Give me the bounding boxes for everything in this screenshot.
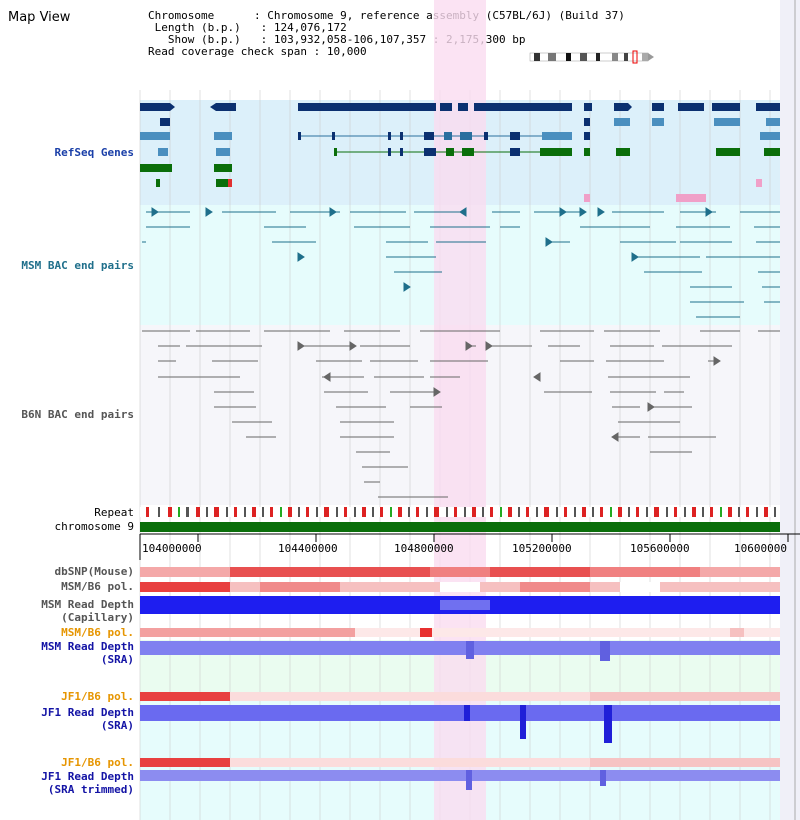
repeat-track[interactable] [140,507,780,517]
msm-depth-capillary-label: MSM Read Depth (Capillary) [41,598,134,624]
page-title: Map View [8,10,71,25]
jf1-b6-pol-2-track[interactable] [140,758,780,767]
msm-depth-sra-track[interactable] [140,641,780,655]
length-key: Length (b.p.) [154,21,261,34]
span-key: Read coverage check span [148,45,314,58]
msm-b6-pol-label: MSM/B6 pol. [61,626,134,639]
jf1-depth-trimmed-track[interactable] [140,770,780,781]
chromosome-label: chromosome 9 [54,520,134,533]
axis-tick-label: 105600000 [630,542,690,555]
map-info: Chromosome : Chromosome 9, reference ass… [148,9,625,58]
axis-tick-label: 104800000 [394,542,454,555]
msm-b6-pol-label: MSM/B6 pol. [61,580,134,593]
label-line: (SRA trimmed) [47,783,134,796]
label-line: JF1 Read Depth [41,770,134,783]
b6n-bac-label[interactable]: B6N BAC end pairs [21,408,134,421]
chromosome-ideogram[interactable] [529,50,654,64]
label-line: (SRA) [100,719,134,732]
right-scrollbar [780,0,800,820]
label-line: JF1 Read Depth [41,706,134,719]
length-value: 124,076,172 [273,21,347,34]
show-key: Show (b.p.) [154,33,261,46]
repeat-label: Repeat [94,506,134,519]
label-line: (SRA) [100,653,134,666]
jf1-depth-trimmed-label: JF1 Read Depth (SRA trimmed) [41,770,134,796]
refseq-genes-label[interactable]: RefSeq Genes [54,146,134,159]
b6n-bac-pairs[interactable] [142,330,780,498]
msm-b6-pol-2-track[interactable] [140,628,780,637]
jf1-b6-pol-label: JF1/B6 pol. [61,756,134,769]
axis-tick-label: 104000000 [142,542,202,555]
axis-tick-label: 105200000 [512,542,572,555]
jf1-depth-sra-track[interactable] [140,705,780,721]
refseq-genes[interactable] [140,103,780,202]
dbsnp-label: dbSNP(Mouse) [54,565,134,578]
dbsnp-track[interactable] [140,567,780,577]
jf1-b6-pol-1-track[interactable] [140,692,780,701]
axis-tick-label: 104400000 [278,542,338,555]
msm-depth-sra-label: MSM Read Depth (SRA) [41,640,134,666]
msm-b6-pol-1-track[interactable] [140,582,780,592]
label-line: (Capillary) [61,611,134,624]
chromosome-key: Chromosome [148,9,254,22]
position-axis [139,533,800,560]
jf1-depth-sra-label: JF1 Read Depth (SRA) [41,706,134,732]
span-value: 10,000 [326,45,367,58]
label-line: MSM Read Depth [41,640,134,653]
label-line: MSM Read Depth [41,598,134,611]
chromosome-bar[interactable] [140,522,780,532]
jf1-b6-pol-label: JF1/B6 pol. [61,690,134,703]
msm-bac-label[interactable]: MSM BAC end pairs [21,259,134,272]
axis-tick-label: 10600000 [734,542,787,555]
msm-bac-pairs[interactable] [142,207,780,318]
